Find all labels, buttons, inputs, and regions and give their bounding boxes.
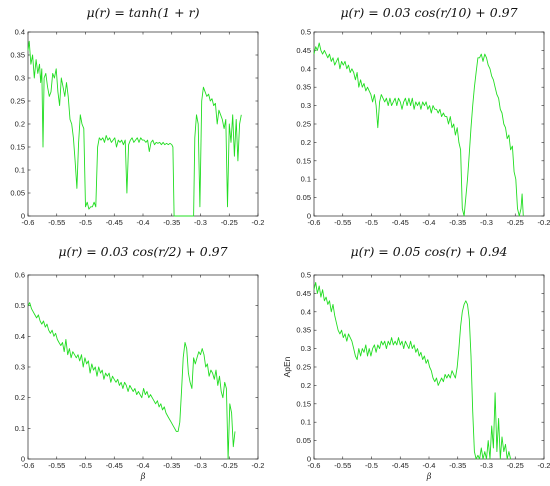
y-tick-label: 0.15 xyxy=(296,399,311,408)
y-tick-label: 0.6 xyxy=(15,271,25,280)
x-tick-label: -0.6 xyxy=(22,218,35,227)
y-tick-label: 0 xyxy=(307,455,311,464)
x-tick-label: -0.6 xyxy=(308,218,321,227)
chart-title: μ(r) = tanh(1 + r) xyxy=(87,5,200,20)
x-tick-label: -0.45 xyxy=(106,461,123,470)
series-line xyxy=(27,302,236,460)
y-tick-label: 0.2 xyxy=(301,138,311,147)
y-tick-label: 0.15 xyxy=(296,156,311,165)
y-tick-label: 0.05 xyxy=(296,193,311,202)
x-tick-label: -0.35 xyxy=(163,461,180,470)
y-tick-label: 0.3 xyxy=(15,74,25,83)
x-tick-label: -0.5 xyxy=(365,461,378,470)
x-tick-label: -0.55 xyxy=(48,461,65,470)
series-line xyxy=(313,42,524,217)
x-tick-label: -0.35 xyxy=(163,218,180,227)
x-tick-label: -0.45 xyxy=(392,461,409,470)
plot-frame xyxy=(313,274,545,460)
x-tick-label: -0.55 xyxy=(334,218,351,227)
chart-title: μ(r) = 0.03 cos(r/2) + 0.97 xyxy=(58,244,227,259)
x-tick-label: -0.35 xyxy=(449,461,466,470)
x-tick-label: -0.6 xyxy=(22,461,35,470)
plot-frame xyxy=(313,31,545,217)
x-axis-label: β xyxy=(140,472,146,481)
y-tick-label: 0.1 xyxy=(15,424,25,433)
y-tick-label: 0.4 xyxy=(301,64,311,73)
x-tick-label: -0.45 xyxy=(392,218,409,227)
x-tick-label: -0.25 xyxy=(507,218,524,227)
x-tick-label: -0.5 xyxy=(79,461,92,470)
y-tick-label: 0.25 xyxy=(296,120,311,129)
x-tick-label: -0.25 xyxy=(507,461,524,470)
y-tick-label: 0.35 xyxy=(10,51,25,60)
chart-title: μ(r) = 0.03 cos(r/10) + 0.97 xyxy=(340,5,517,20)
x-tick-label: -0.6 xyxy=(308,461,321,470)
x-tick-label: -0.4 xyxy=(423,218,436,227)
chart-panel-4: μ(r) = 0.05 cos(r) + 0.94 -0.6 -0.55 -0.5 -0… xyxy=(282,244,550,481)
plot-frame xyxy=(27,274,259,460)
y-tick-label: 0.4 xyxy=(15,28,25,37)
y-axis-label: ApEn xyxy=(282,356,292,377)
y-tick-label: 0.15 xyxy=(10,143,25,152)
x-tick-label: -0.3 xyxy=(480,461,493,470)
series-line xyxy=(313,281,512,460)
chart-panel-1: μ(r) = tanh(1 + r) -0.6 -0.55 -0.5 -0.45 -0.4… xyxy=(10,5,264,227)
y-tick-label: 0.45 xyxy=(296,289,311,298)
y-tick-label: 0.35 xyxy=(296,326,311,335)
y-tick-label: 0.45 xyxy=(296,46,311,55)
x-tick-label: -0.2 xyxy=(538,218,550,227)
y-tick-label: 0 xyxy=(21,455,25,464)
x-axis-label: β xyxy=(426,472,432,481)
x-tick-label: -0.4 xyxy=(137,461,150,470)
y-tick-label: 0.3 xyxy=(301,344,311,353)
y-tick-label: 0 xyxy=(307,212,311,221)
x-tick-label: -0.5 xyxy=(365,218,378,227)
y-tick-label: 0.05 xyxy=(10,189,25,198)
y-tick-label: 0.5 xyxy=(15,301,25,310)
x-tick-label: -0.55 xyxy=(48,218,65,227)
x-tick-label: -0.25 xyxy=(221,218,238,227)
x-tick-label: -0.2 xyxy=(252,461,265,470)
y-tick-label: 0.3 xyxy=(301,101,311,110)
x-tick-label: -0.3 xyxy=(194,461,207,470)
x-tick-label: -0.4 xyxy=(423,461,436,470)
y-tick-label: 0.5 xyxy=(301,271,311,280)
y-tick-label: 0.1 xyxy=(301,418,311,427)
y-tick-label: 0.2 xyxy=(15,120,25,129)
y-tick-label: 0 xyxy=(21,212,25,221)
y-tick-label: 0.4 xyxy=(15,332,25,341)
y-tick-label: 0.4 xyxy=(301,307,311,316)
y-tick-label: 0.2 xyxy=(15,393,25,402)
y-tick-label: 0.05 xyxy=(296,436,311,445)
x-tick-label: -0.4 xyxy=(137,218,150,227)
chart-panel-3: μ(r) = 0.03 cos(r/2) + 0.97 -0.6 -0.55 -0.5… xyxy=(15,244,265,481)
x-tick-label: -0.35 xyxy=(449,218,466,227)
x-tick-label: -0.25 xyxy=(221,461,238,470)
series-line xyxy=(27,40,242,217)
y-tick-label: 0.5 xyxy=(301,28,311,37)
x-tick-label: -0.2 xyxy=(538,461,550,470)
y-tick-label: 0.2 xyxy=(301,381,311,390)
x-tick-label: -0.55 xyxy=(334,461,351,470)
y-tick-label: 0.1 xyxy=(15,166,25,175)
y-tick-label: 0.3 xyxy=(15,363,25,372)
x-tick-label: -0.3 xyxy=(194,218,207,227)
x-tick-label: -0.3 xyxy=(480,218,493,227)
x-tick-label: -0.5 xyxy=(79,218,92,227)
y-tick-label: 0.35 xyxy=(296,83,311,92)
chart-panel-2: μ(r) = 0.03 cos(r/10) + 0.97 -0.6 -0.55 -0.… xyxy=(296,5,550,227)
y-tick-label: 0.25 xyxy=(296,363,311,372)
y-tick-label: 0.1 xyxy=(301,175,311,184)
x-tick-label: -0.2 xyxy=(252,218,265,227)
y-tick-label: 0.25 xyxy=(10,97,25,106)
x-tick-label: -0.45 xyxy=(106,218,123,227)
chart-title: μ(r) = 0.05 cos(r) + 0.94 xyxy=(350,244,507,259)
